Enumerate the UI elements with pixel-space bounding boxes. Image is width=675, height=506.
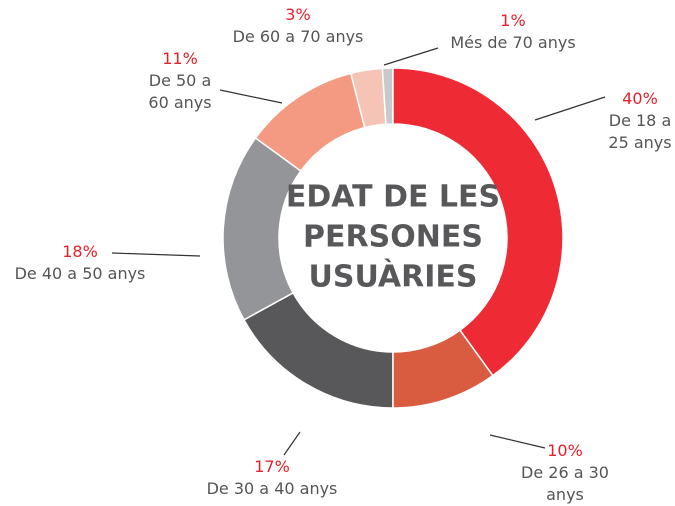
leader-line xyxy=(219,89,283,104)
category-label: Més de 70 anys xyxy=(450,33,576,52)
category-label: De 26 a 30 anys xyxy=(521,463,609,504)
value-label: 10% xyxy=(547,441,583,460)
value-label: 3% xyxy=(285,5,311,24)
value-label: 40% xyxy=(622,89,658,108)
chart-title: PERSONES xyxy=(303,220,483,255)
donut-slice xyxy=(243,291,394,409)
chart-title: USUÀRIES xyxy=(309,259,478,295)
leader-lines xyxy=(111,47,606,456)
leader-line xyxy=(283,431,301,456)
leader-line xyxy=(489,434,546,449)
donut-slice xyxy=(349,67,387,129)
donut-slice xyxy=(254,72,366,173)
chart-title: EDAT DE LES xyxy=(286,180,500,215)
value-label: 18% xyxy=(62,242,98,261)
category-label: De 30 a 40 anys xyxy=(206,479,338,498)
value-label: 17% xyxy=(254,457,290,476)
value-label: 1% xyxy=(500,11,526,30)
category-label: De 40 a 50 anys xyxy=(14,264,146,283)
category-label: De 60 a 70 anys xyxy=(232,27,364,46)
value-label: 11% xyxy=(162,49,198,68)
leader-line xyxy=(534,96,606,121)
category-label: De 18 a 25 anys xyxy=(608,111,672,152)
donut-slice xyxy=(392,329,494,409)
donut-slice xyxy=(392,67,564,377)
category-label: De 50 a 60 anys xyxy=(148,71,212,112)
leader-line xyxy=(383,47,439,66)
donut-slice xyxy=(222,137,302,321)
leader-line xyxy=(111,252,201,257)
